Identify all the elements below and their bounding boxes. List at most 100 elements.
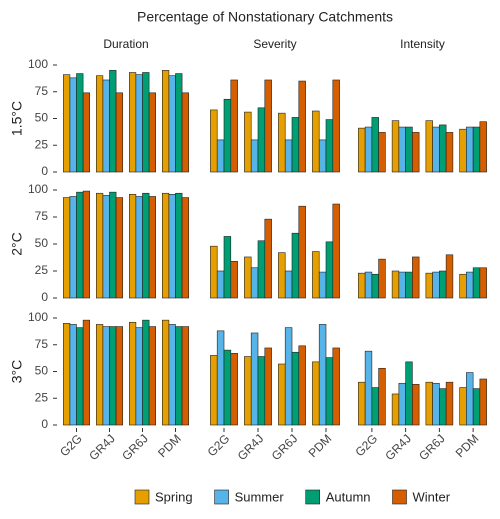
y-tick-label: 0 bbox=[41, 164, 48, 178]
y-tick-label: 100 bbox=[28, 310, 48, 324]
bar bbox=[82, 319, 90, 426]
bar bbox=[135, 196, 143, 299]
bar bbox=[109, 70, 117, 173]
bar bbox=[364, 350, 373, 426]
bar bbox=[175, 192, 183, 299]
row-label: 2°C bbox=[9, 232, 25, 256]
x-tick-label: G2G bbox=[57, 431, 85, 459]
bar bbox=[115, 326, 123, 426]
bar bbox=[391, 393, 400, 426]
bar bbox=[244, 356, 252, 426]
column-label: Duration bbox=[103, 37, 148, 51]
bar bbox=[405, 126, 413, 173]
legend-label: Summer bbox=[235, 489, 285, 504]
bar bbox=[264, 347, 272, 426]
bar bbox=[181, 92, 190, 173]
bar bbox=[405, 361, 413, 426]
bar bbox=[371, 117, 379, 173]
row-label: 1.5°C bbox=[9, 101, 25, 136]
bar bbox=[162, 319, 170, 426]
x-tick-label: PDM bbox=[453, 431, 482, 460]
legend-swatch bbox=[392, 489, 407, 505]
y-tick-label: 50 bbox=[35, 236, 49, 250]
bar bbox=[250, 139, 259, 173]
bar bbox=[244, 256, 252, 299]
x-tick-label: GR6J bbox=[269, 431, 301, 463]
bar bbox=[378, 367, 386, 426]
bar bbox=[439, 270, 447, 299]
bar bbox=[216, 330, 225, 426]
bar bbox=[332, 347, 340, 426]
bar bbox=[412, 256, 420, 299]
bar bbox=[142, 72, 150, 173]
bar bbox=[412, 384, 420, 426]
bar bbox=[62, 197, 71, 299]
bar bbox=[244, 111, 252, 173]
bar bbox=[445, 254, 454, 299]
bar bbox=[102, 79, 110, 173]
bar bbox=[96, 75, 104, 173]
bar bbox=[291, 351, 300, 426]
bar bbox=[69, 77, 77, 173]
bar bbox=[257, 356, 266, 426]
legend-label: Winter bbox=[413, 489, 451, 504]
bar bbox=[210, 109, 218, 173]
bar bbox=[168, 75, 176, 173]
bar bbox=[398, 382, 406, 426]
bar bbox=[257, 107, 266, 173]
legend-swatch bbox=[214, 489, 229, 505]
bar bbox=[364, 126, 373, 173]
bar bbox=[325, 241, 334, 299]
y-tick-label: 100 bbox=[28, 57, 48, 71]
bar bbox=[129, 321, 137, 426]
bar bbox=[284, 327, 293, 426]
bar bbox=[405, 271, 413, 299]
y-tick-label: 25 bbox=[35, 390, 49, 404]
bar bbox=[332, 203, 340, 299]
bar bbox=[439, 124, 447, 173]
bar bbox=[291, 232, 300, 299]
bar bbox=[181, 197, 190, 299]
bar bbox=[250, 267, 259, 299]
bar bbox=[102, 326, 110, 426]
bar bbox=[168, 194, 176, 299]
x-tick-label: GR6J bbox=[119, 431, 151, 463]
bar bbox=[148, 92, 157, 173]
bar bbox=[62, 74, 71, 173]
bar bbox=[398, 126, 406, 173]
bar bbox=[298, 345, 306, 426]
bar bbox=[459, 387, 467, 426]
y-tick-label: 25 bbox=[35, 137, 49, 151]
bar bbox=[230, 260, 238, 299]
bar bbox=[466, 271, 474, 299]
bar bbox=[378, 258, 386, 299]
bar bbox=[230, 353, 238, 426]
bar bbox=[278, 252, 286, 299]
bar bbox=[312, 110, 320, 173]
bar bbox=[472, 126, 481, 173]
x-tick-label: PDM bbox=[155, 431, 184, 460]
x-tick-label: GR4J bbox=[382, 431, 414, 463]
bar bbox=[76, 327, 84, 426]
bar bbox=[129, 194, 137, 299]
bar bbox=[135, 327, 143, 426]
bar bbox=[472, 388, 481, 426]
bar bbox=[264, 79, 272, 173]
bar bbox=[371, 273, 379, 299]
bar bbox=[181, 326, 190, 426]
bar bbox=[445, 132, 454, 173]
bar bbox=[69, 324, 77, 426]
legend-label: Spring bbox=[155, 489, 193, 504]
bar bbox=[364, 271, 373, 299]
row-label: 3°C bbox=[9, 360, 25, 384]
bar bbox=[312, 361, 320, 426]
bar bbox=[391, 120, 400, 173]
bar bbox=[223, 349, 232, 426]
bar bbox=[425, 120, 433, 173]
bar bbox=[466, 372, 474, 426]
bar bbox=[69, 196, 77, 299]
bar bbox=[432, 271, 440, 299]
bar bbox=[332, 79, 340, 173]
bar bbox=[325, 357, 334, 426]
